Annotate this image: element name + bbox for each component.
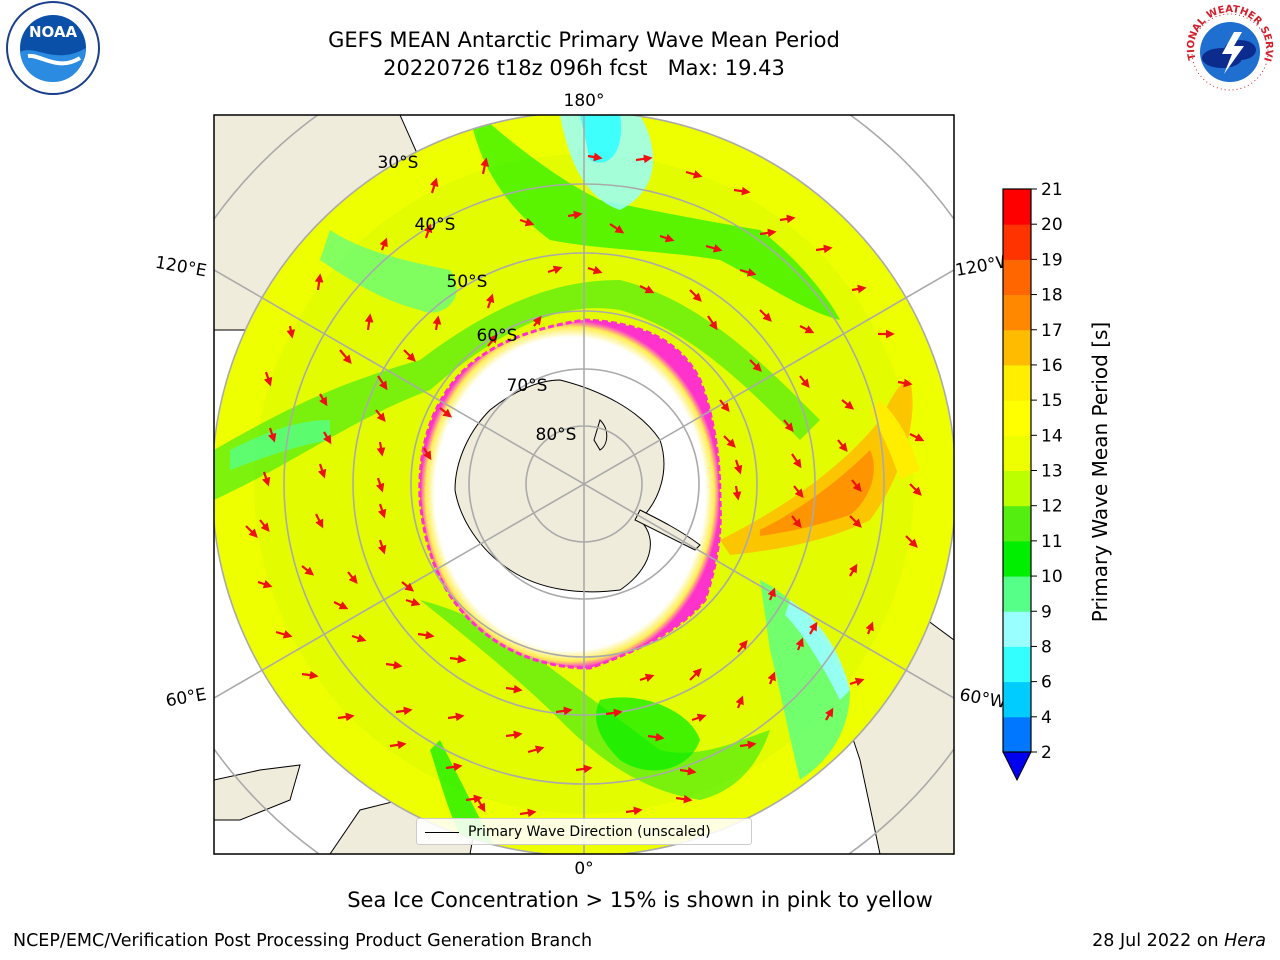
colorbar-segment xyxy=(1003,435,1031,471)
chart-subtitle: 20220726 t18z 096h fcst Max: 19.43 xyxy=(383,56,785,80)
colorbar-tick-label: 11 xyxy=(1041,532,1063,552)
colorbar: 21 20 19 18 17 16 15 14 13 12 11 10 9 8 6 4 2 xyxy=(1002,180,1063,782)
wave-direction-arrows xyxy=(245,152,925,818)
footer-date: 28 Jul 2022 on Hera xyxy=(1092,931,1266,951)
colorbar-segment xyxy=(1003,470,1031,507)
latitude-labels: 30°S 40°S 50°S 60°S 70°S 80°S xyxy=(378,153,577,445)
colorbar-tick-label: 19 xyxy=(1041,250,1063,270)
lat-label-40: 40°S xyxy=(415,215,456,235)
noaa-logo-text: NOAA xyxy=(29,23,78,41)
colorbar-segment xyxy=(1003,259,1031,296)
legend-label: Primary Wave Direction (unscaled) xyxy=(468,824,711,840)
noaa-logo: NOAA xyxy=(6,1,100,95)
lat-label-80: 80°S xyxy=(536,425,577,445)
colorbar-segment xyxy=(1003,364,1031,401)
lon-label-bottom: 0° xyxy=(574,859,593,879)
nws-logo: NATIONAL WEATHER SERVICE xyxy=(1176,0,1274,96)
lon-label-left-upper: 120°E xyxy=(154,253,208,282)
colorbar-tick-label: 20 xyxy=(1041,215,1063,235)
lon-label-top: 180° xyxy=(564,91,605,111)
legend-line-sample xyxy=(425,832,459,833)
colorbar-segment xyxy=(1003,189,1031,225)
colorbar-tick-label: 15 xyxy=(1041,391,1063,411)
colorbar-tick-label: 16 xyxy=(1041,356,1063,376)
colorbar-tick-label: 10 xyxy=(1041,567,1063,587)
colorbar-tick-label: 18 xyxy=(1041,286,1063,306)
colorbar-tick-label: 6 xyxy=(1041,673,1052,693)
lon-label-right-lower: 60°W xyxy=(958,685,1008,713)
lat-label-60: 60°S xyxy=(477,326,518,346)
colorbar-tick-label: 12 xyxy=(1041,497,1063,517)
colorbar-segment xyxy=(1003,646,1031,683)
footer-date-text: 28 Jul 2022 on xyxy=(1092,931,1225,951)
footer-host: Hera xyxy=(1224,931,1266,951)
colorbar-segment xyxy=(1003,224,1031,260)
colorbar-tick-label: 17 xyxy=(1041,321,1063,341)
sea-ice-caption: Sea Ice Concentration > 15% is shown in … xyxy=(347,888,933,912)
colorbar-tick-label: 8 xyxy=(1041,637,1052,657)
lat-label-50: 50°S xyxy=(447,272,488,292)
colorbar-segment xyxy=(1003,505,1031,542)
colorbar-segment xyxy=(1003,540,1031,577)
map-legend: Primary Wave Direction (unscaled) xyxy=(416,818,752,845)
chart-title: GEFS MEAN Antarctic Primary Wave Mean Pe… xyxy=(328,28,840,52)
colorbar-segment xyxy=(1003,576,1031,612)
colorbar-tick-label: 21 xyxy=(1041,180,1063,200)
lat-label-70: 70°S xyxy=(507,376,548,396)
colorbar-segment xyxy=(1003,611,1031,647)
colorbar-label: Primary Wave Mean Period [s] xyxy=(1088,321,1112,623)
map-frame-border xyxy=(213,114,955,855)
lat-label-30: 30°S xyxy=(378,153,419,173)
colorbar-segment xyxy=(1003,681,1031,718)
graticule xyxy=(214,115,954,854)
footer-producer: NCEP/EMC/Verification Post Processing Pr… xyxy=(13,931,593,951)
colorbar-tick-label: 13 xyxy=(1041,462,1063,482)
colorbar-tick-label: 14 xyxy=(1041,426,1063,446)
colorbar-segment xyxy=(1003,329,1031,366)
colorbar-tick-label: 2 xyxy=(1041,743,1052,763)
colorbar-segment xyxy=(1003,294,1031,331)
colorbar-tick-label: 4 xyxy=(1041,708,1052,728)
colorbar-tick-label: 9 xyxy=(1041,602,1052,622)
lon-label-left-lower: 60°E xyxy=(164,685,208,712)
colorbar-under-triangle xyxy=(1002,751,1032,782)
colorbar-segment xyxy=(1003,400,1031,436)
colorbar-segment xyxy=(1003,716,1031,753)
